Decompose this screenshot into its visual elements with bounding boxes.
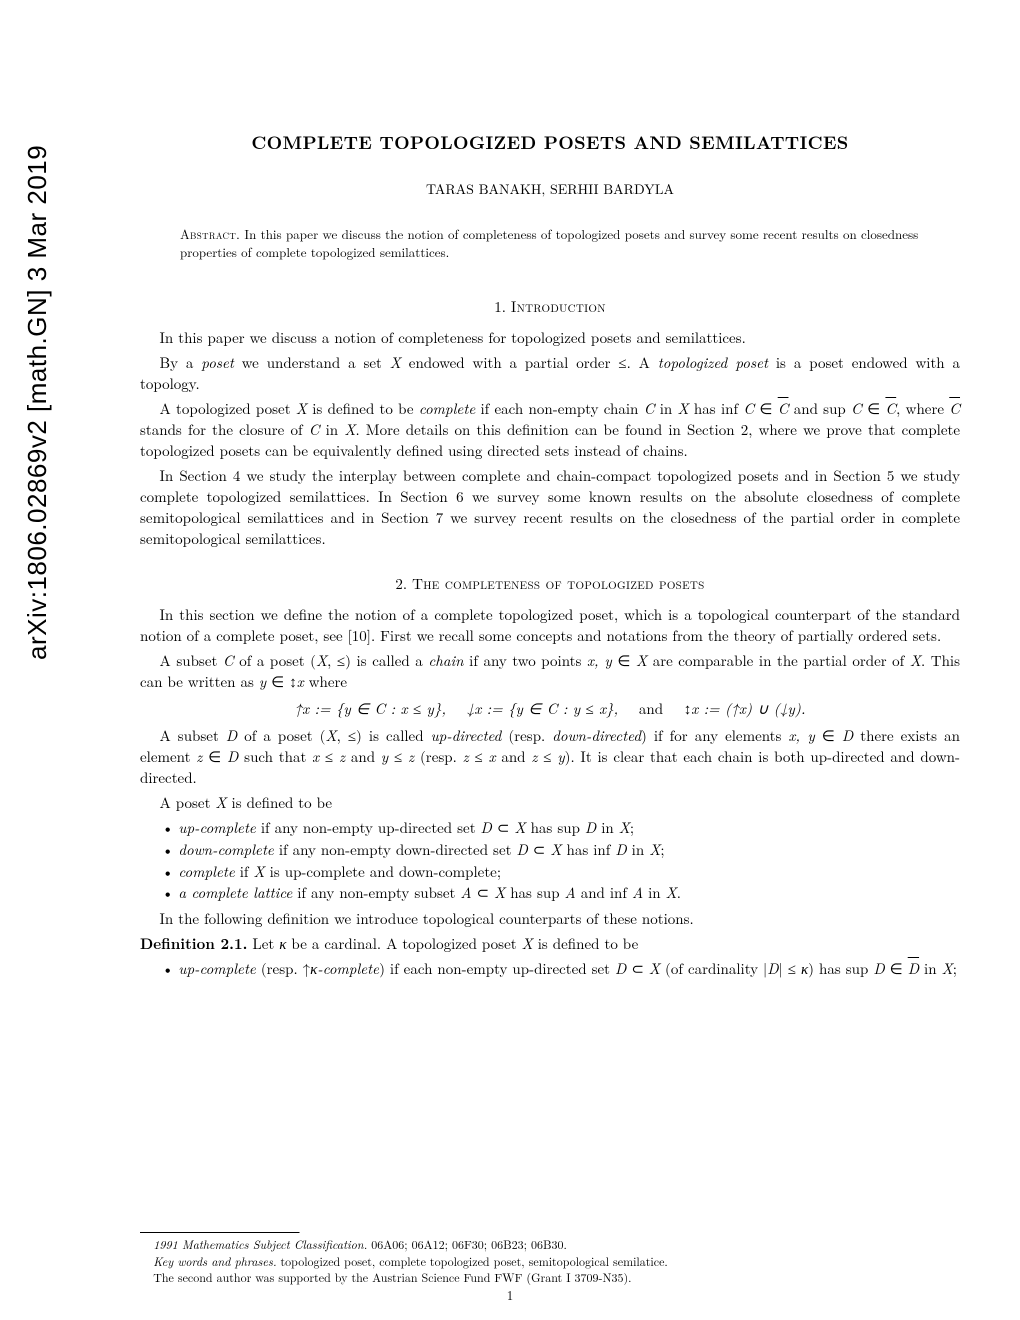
definition-bullets-1: up-complete if any non-empty up-directed… (140, 817, 960, 904)
math-display-1: ↑x := {y ∈ C : x ≤ y}, ↓x := {y ∈ C : y … (140, 698, 960, 719)
section-1-number: 1. (494, 296, 506, 317)
intro-p4: In Section 4 we study the interplay betw… (140, 465, 960, 549)
section-2-number: 2. (395, 573, 407, 594)
bullet-complete-lattice: a complete lattice if any non-empty subs… (178, 882, 960, 904)
paper-authors: TARAS BANAKH, SERHII BARDYLA (140, 179, 960, 199)
section-2-heading: 2. The completeness of topologized poset… (140, 573, 960, 594)
footnote-funding: The second author was supported by the A… (140, 1270, 960, 1286)
bullet-up-complete: up-complete if any non-empty up-directed… (178, 817, 960, 839)
s2-p3: A subset D of a poset (X, ≤) is called u… (140, 725, 960, 788)
s2-p2: A subset C of a poset (X, ≤) is called a… (140, 650, 960, 692)
definition-bullets-2: up-complete (resp. ↑κ-complete) if each … (140, 958, 960, 980)
bullet-top-up-complete: up-complete (resp. ↑κ-complete) if each … (178, 958, 960, 980)
footnote-keywords: Key words and phrases. topologized poset… (140, 1254, 960, 1270)
intro-p2: By a poset we understand a set X endowed… (140, 352, 960, 394)
footnote-kw-label: Key words and phrases. (153, 1253, 276, 1270)
intro-p1: In this paper we discuss a notion of com… (140, 327, 960, 348)
page-number: 1 (0, 1285, 1020, 1304)
abstract-text: In this paper we discuss the notion of c… (180, 224, 918, 261)
footnote-msc-label: 1991 Mathematics Subject Classification. (153, 1236, 367, 1253)
arxiv-stamp: arXiv:1806.02869v2 [math.GN] 3 Mar 2019 (22, 145, 53, 660)
section-1-name: Introduction (511, 296, 606, 317)
definition-2-1-head: Definition 2.1. (140, 933, 247, 954)
section-1-heading: 1. Introduction (140, 296, 960, 317)
bullet-complete: complete if X is up-complete and down-co… (178, 861, 960, 883)
footnote-msc: 1991 Mathematics Subject Classification.… (140, 1237, 960, 1253)
page-content: COMPLETE TOPOLOGIZED POSETS AND SEMILATT… (140, 130, 960, 984)
section-2-name: The completeness of topologized posets (412, 573, 704, 594)
s2-p5: In the following definition we introduce… (140, 908, 960, 929)
definition-2-1: Definition 2.1. Let κ be a cardinal. A t… (140, 933, 960, 954)
definition-2-1-text: Let κ be a cardinal. A topologized poset… (247, 933, 638, 954)
abstract-label: Abstract. (180, 224, 240, 243)
abstract: Abstract. In this paper we discuss the n… (180, 225, 920, 260)
footnotes: 1991 Mathematics Subject Classification.… (140, 1232, 960, 1286)
s2-p1: In this section we define the notion of … (140, 604, 960, 646)
s2-p4: A poset X is defined to be (140, 792, 960, 813)
footnote-kw-text: topologized poset, complete topologized … (277, 1253, 668, 1270)
intro-p3: A topologized poset X is defined to be c… (140, 398, 960, 461)
bullet-down-complete: down-complete if any non-empty down-dire… (178, 839, 960, 861)
footnote-msc-text: 06A06; 06A12; 06F30; 06B23; 06B30. (367, 1236, 567, 1253)
paper-title: COMPLETE TOPOLOGIZED POSETS AND SEMILATT… (140, 130, 960, 155)
